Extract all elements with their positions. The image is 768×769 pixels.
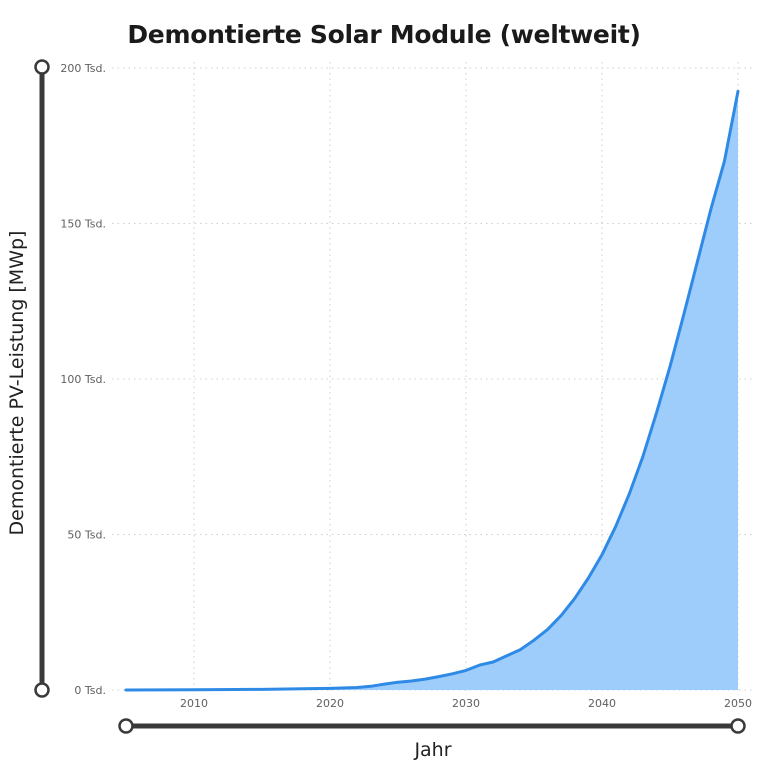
y-tick-label: 200 Tsd.	[60, 62, 106, 75]
y-tick-label: 50 Tsd.	[67, 529, 106, 542]
y-axis-scroll-handle-bottom	[34, 682, 50, 698]
series-line	[124, 89, 740, 692]
y-tick-label: 0 Tsd.	[74, 684, 106, 697]
chart-title: Demontierte Solar Module (weltweit)	[127, 20, 641, 49]
x-tick-label: 2020	[316, 697, 344, 710]
y-tick-label: 100 Tsd.	[60, 373, 106, 386]
x-tick-label: 2050	[724, 697, 752, 710]
y-axis-scroll-handle-top	[34, 59, 50, 75]
area-fill	[126, 91, 738, 691]
x-tick-label: 2040	[588, 697, 616, 710]
x-axis-scroll-handle-right	[730, 718, 746, 734]
x-axis-scroll-handle-left	[118, 718, 134, 734]
x-axis-label: Jahr	[414, 739, 452, 761]
x-tick-label: 2030	[452, 697, 480, 710]
y-tick-label: 150 Tsd.	[60, 218, 106, 231]
x-tick-label: 2010	[180, 697, 208, 710]
